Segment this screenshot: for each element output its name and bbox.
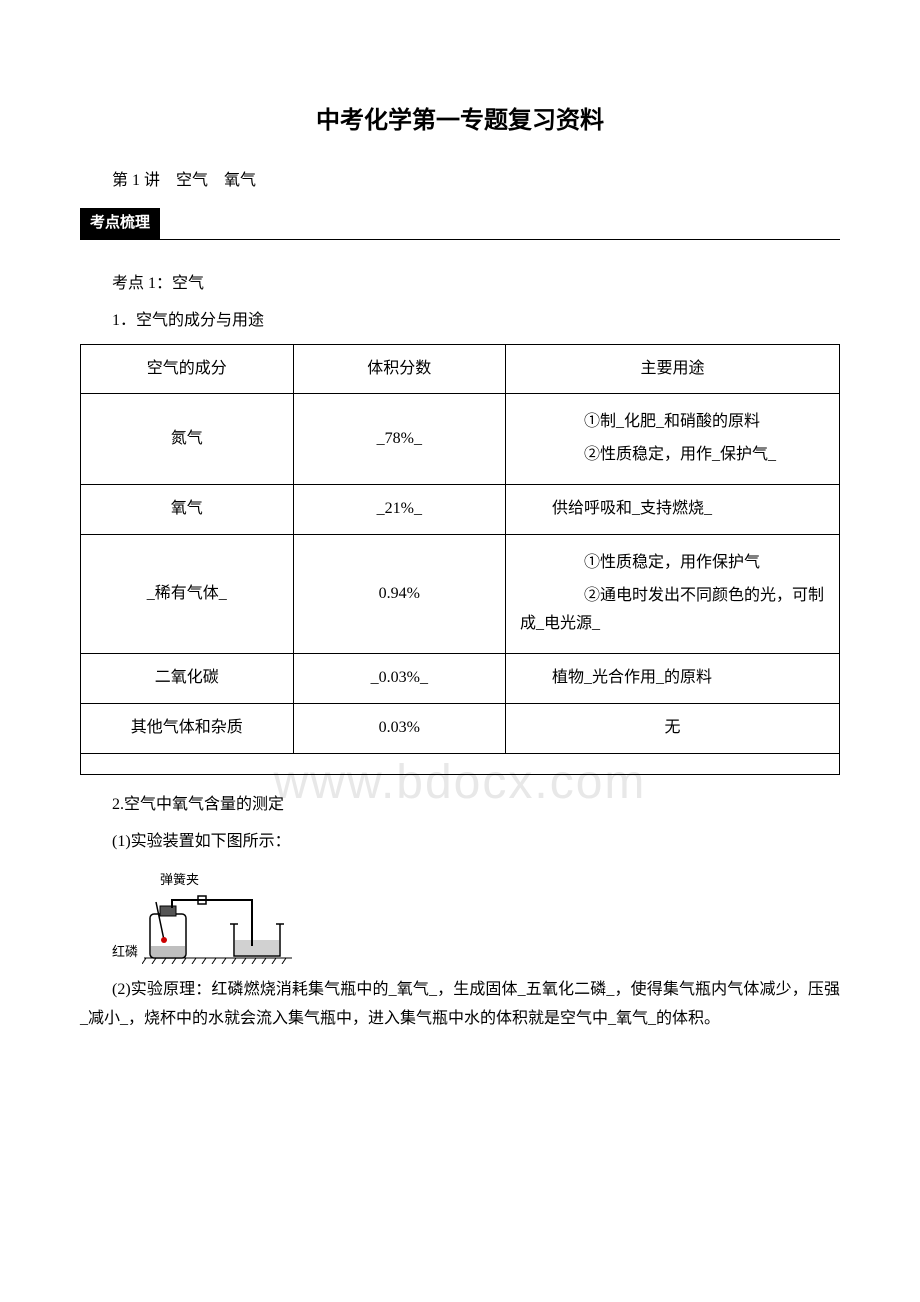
apparatus-icon [142,894,302,964]
experiment-diagram: 弹簧夹 红磷 [112,868,840,963]
table-cell-line: ②通电时发出不同颜色的光，可制成_电光源_ [520,582,825,640]
table-cell: 无 [506,703,840,753]
section-label: 考点梳理 [80,208,160,239]
kaodian-1-sub2: 2.空气中氧气含量的测定 [80,791,840,820]
table-cell: ①性质稳定，用作保护气 ②通电时发出不同颜色的光，可制成_电光源_ [506,534,840,653]
table-header-cell: 体积分数 [293,344,506,394]
table-cell: 供给呼吸和_支持燃烧_ [506,484,840,534]
table-row: 氮气 _78%_ ①制_化肥_和硝酸的原料 ②性质稳定，用作_保护气_ [81,394,840,485]
table-cell: _稀有气体_ [81,534,294,653]
table-header-cell: 空气的成分 [81,344,294,394]
table-cell: ①制_化肥_和硝酸的原料 ②性质稳定，用作_保护气_ [506,394,840,485]
table-cell: 植物_光合作用_的原料 [506,654,840,704]
table-cell-line: ①性质稳定，用作保护气 [520,549,825,578]
table-row: 氧气 _21%_ 供给呼吸和_支持燃烧_ [81,484,840,534]
table-cell: 0.94% [293,534,506,653]
diagram-phosphorus-label: 红磷 [112,940,138,963]
table-cell: 0.03% [293,703,506,753]
table-cell: _78%_ [293,394,506,485]
table-header-cell: 主要用途 [506,344,840,394]
table-row: _稀有气体_ 0.94% ①性质稳定，用作保护气 ②通电时发出不同颜色的光，可制… [81,534,840,653]
table-cell: 其他气体和杂质 [81,703,294,753]
table-row: 其他气体和杂质 0.03% 无 [81,703,840,753]
table-row-empty [81,753,840,774]
kaodian-1-title: 考点 1：空气 [80,270,840,299]
kaodian-1-sub1: 1．空气的成分与用途 [80,307,840,336]
table-cell: _21%_ [293,484,506,534]
air-composition-table: 空气的成分 体积分数 主要用途 氮气 _78%_ ①制_化肥_和硝酸的原料 ②性… [80,344,840,775]
table-cell-line: ①制_化肥_和硝酸的原料 [520,408,825,437]
table-cell: _0.03%_ [293,654,506,704]
table-cell: 氧气 [81,484,294,534]
table-cell: 二氧化碳 [81,654,294,704]
experiment-2-text: (2)实验原理：红磷燃烧消耗集气瓶中的_氧气_，生成固体_五氧化二磷_，使得集气… [80,981,840,1027]
diagram-clip-label: 弹簧夹 [160,868,840,891]
section-header-row: 考点梳理 [80,208,840,240]
table-cell: 氮气 [81,394,294,485]
experiment-1: (1)实验装置如下图所示： [80,828,840,857]
experiment-2: (2)实验原理：红磷燃烧消耗集气瓶中的_氧气_，生成固体_五氧化二磷_，使得集气… [80,976,840,1034]
table-header-row: 空气的成分 体积分数 主要用途 [81,344,840,394]
table-cell-line: ②性质稳定，用作_保护气_ [520,441,825,470]
table-row: 二氧化碳 _0.03%_ 植物_光合作用_的原料 [81,654,840,704]
document-title: 中考化学第一专题复习资料 [80,100,840,143]
lecture-subtitle: 第 1 讲 空气 氧气 [80,167,840,196]
